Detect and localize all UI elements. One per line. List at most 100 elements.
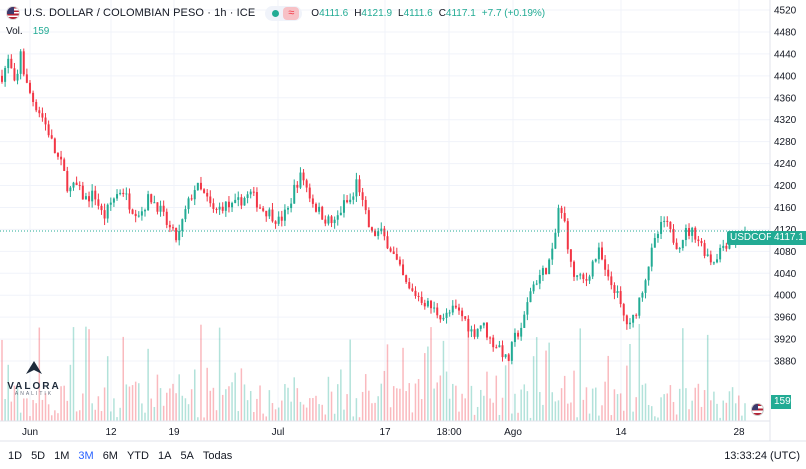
volume-bar <box>588 413 591 421</box>
volume-bar <box>302 404 305 421</box>
volume-bar <box>638 324 641 421</box>
candle-body <box>218 206 221 210</box>
candle-body <box>610 276 613 286</box>
candle-body <box>641 292 644 298</box>
volume-bar <box>234 372 236 421</box>
candle-body <box>613 285 616 294</box>
candle-body <box>171 227 174 229</box>
x-tick-label: Ago <box>504 427 522 438</box>
volume-bar <box>26 398 28 421</box>
volume-bar <box>209 390 212 421</box>
candle-body <box>25 74 28 83</box>
candle-body <box>44 117 47 125</box>
volume-bar <box>343 409 345 421</box>
timeframe-todas[interactable]: Todas <box>202 450 233 462</box>
volume-bar <box>520 389 522 421</box>
volume-bar <box>7 364 9 421</box>
volume-bar <box>66 400 69 421</box>
volume-bar <box>215 410 218 421</box>
timeframe-1d[interactable]: 1D <box>8 450 23 462</box>
timeframe-3m[interactable]: 3M <box>78 450 94 462</box>
y-tick-label: 4280 <box>774 137 797 148</box>
volume-bar <box>585 387 588 421</box>
volume-bar <box>523 384 526 421</box>
last-price-tag: 4117.1 <box>771 231 806 245</box>
volume-bar <box>579 328 581 421</box>
candle-body <box>417 296 420 298</box>
candle-body <box>237 197 240 200</box>
candle-body <box>457 307 460 311</box>
volume-bar <box>455 385 457 421</box>
candle-body <box>579 274 582 276</box>
volume-bar <box>532 356 535 421</box>
candle-body <box>504 354 507 358</box>
volume-bar <box>296 388 299 421</box>
volume-bar <box>682 328 684 421</box>
volume-bar <box>604 381 606 421</box>
volume-bar <box>75 411 78 421</box>
volume-legend: Vol. 159 <box>6 26 49 37</box>
volume-bar <box>361 391 364 421</box>
timeframe-ytd[interactable]: YTD <box>126 450 149 462</box>
volume-bar <box>128 386 131 421</box>
volume-bar <box>545 350 547 421</box>
candle-body <box>485 322 488 338</box>
candle-body <box>395 254 398 260</box>
timeframe-6m[interactable]: 6M <box>102 450 118 462</box>
candle-body <box>327 216 330 224</box>
candle-body <box>535 283 538 285</box>
candle-body <box>35 101 38 111</box>
volume-bar <box>187 404 190 421</box>
volume-bar <box>193 369 196 421</box>
volume-bar <box>710 400 712 421</box>
volume-bar <box>476 406 479 421</box>
volume-bar <box>116 417 118 421</box>
timeframe-5a[interactable]: 5A <box>180 450 194 462</box>
candle-body <box>116 194 119 199</box>
timeframe-1m[interactable]: 1M <box>54 450 70 462</box>
candle-body <box>231 202 234 208</box>
volume-bar <box>91 403 93 421</box>
x-tick-label: Jul <box>272 427 285 438</box>
candle-body <box>541 268 544 276</box>
candle-body <box>377 231 380 236</box>
volume-bar <box>728 391 731 421</box>
volume-bar <box>134 381 137 421</box>
candle-body <box>566 221 569 250</box>
y-tick-label: 4320 <box>774 115 797 126</box>
volume-bar <box>461 393 463 421</box>
candle-body <box>501 345 504 358</box>
volume-bar <box>1 339 3 421</box>
volume-bar <box>349 339 351 421</box>
volume-bar <box>507 355 510 421</box>
volume-bar <box>23 398 25 421</box>
candle-body <box>383 228 386 237</box>
volume-bar <box>10 401 13 421</box>
candle-body <box>576 275 579 277</box>
candle-body <box>548 259 551 275</box>
volume-bar <box>396 388 398 421</box>
candle-body <box>144 210 147 212</box>
candle-body <box>137 215 140 217</box>
volume-bar <box>138 383 140 421</box>
status-pill[interactable]: ≈ <box>265 5 303 21</box>
volume-bar <box>706 334 709 421</box>
volume-bar <box>672 401 675 421</box>
candle-body <box>252 191 255 193</box>
timeframe-1a[interactable]: 1A <box>157 450 172 462</box>
volume-bar <box>675 414 678 421</box>
candle-body <box>78 185 81 187</box>
candle-body <box>510 342 513 361</box>
timeframe-5d[interactable]: 5D <box>31 450 46 462</box>
volume-bar <box>582 399 585 421</box>
symbol-title[interactable]: U.S. DOLLAR / COLOMBIAN PESO · 1h · ICE <box>24 7 256 19</box>
volume-bar <box>206 367 208 421</box>
candle-body <box>691 227 694 236</box>
candle-body <box>355 179 358 197</box>
volume-value: 159 <box>32 26 50 37</box>
volume-bar <box>284 384 286 421</box>
candle-body <box>122 192 125 195</box>
utc-clock[interactable]: 13:33:24 (UTC) <box>724 450 800 462</box>
candle-body <box>1 75 3 82</box>
